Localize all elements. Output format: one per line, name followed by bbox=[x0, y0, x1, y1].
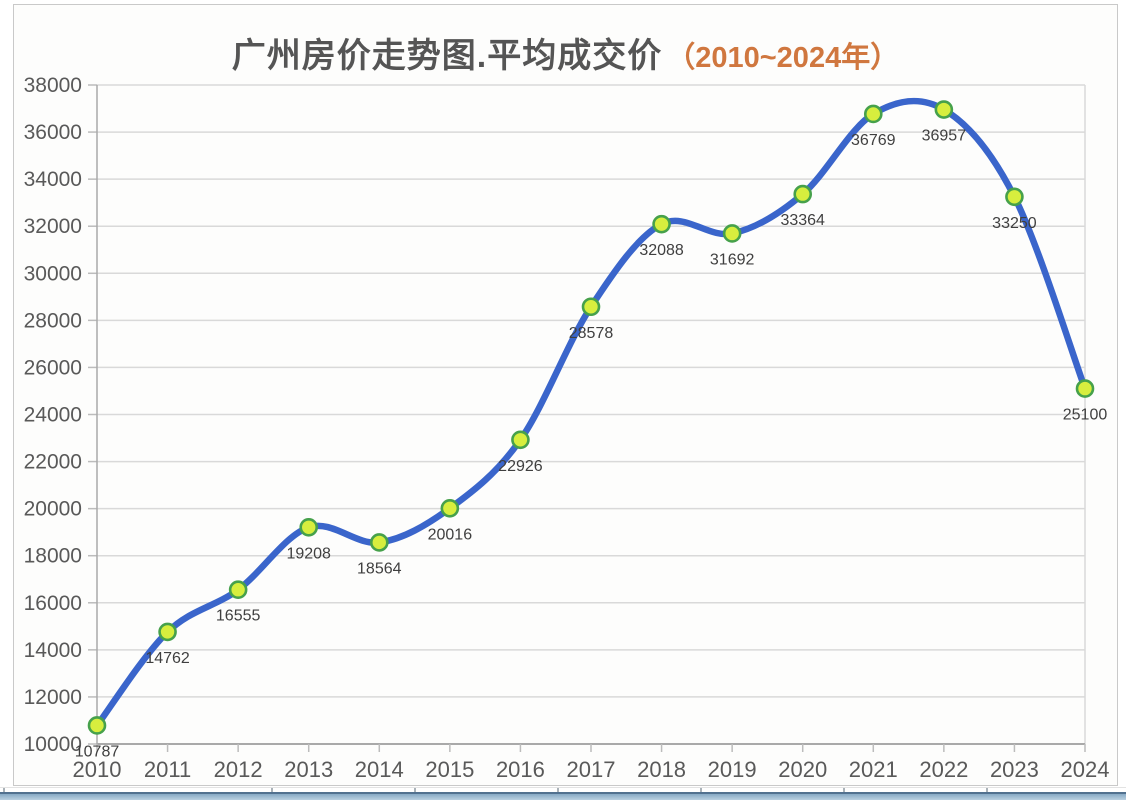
data-point bbox=[793, 184, 813, 204]
data-point bbox=[158, 622, 177, 642]
x-axis-tick-label: 2019 bbox=[708, 757, 757, 782]
chart-title-main: 广州房价走势图.平均成交价 bbox=[231, 37, 663, 75]
data-point-label: 16555 bbox=[216, 608, 261, 625]
y-axis-tick-label: 30000 bbox=[24, 262, 82, 285]
x-axis-tick-label: 2021 bbox=[849, 757, 898, 782]
data-point bbox=[299, 517, 319, 537]
x-axis-tick-label: 2012 bbox=[214, 757, 263, 782]
cut-off-bottom-bar bbox=[0, 792, 1126, 800]
data-point-label: 22926 bbox=[498, 458, 543, 475]
y-axis-tick-label: 16000 bbox=[24, 592, 82, 615]
y-axis-tick-label: 22000 bbox=[24, 451, 82, 474]
data-point-label: 33364 bbox=[780, 212, 825, 229]
data-point-label: 20016 bbox=[428, 526, 473, 543]
y-axis-tick-label: 26000 bbox=[24, 356, 82, 379]
data-point-label: 19208 bbox=[286, 545, 331, 562]
x-axis-tick-label: 2016 bbox=[496, 757, 545, 782]
data-point bbox=[581, 297, 601, 317]
data-point-label: 18564 bbox=[357, 560, 402, 577]
x-axis-tick-label: 2023 bbox=[990, 757, 1039, 782]
x-axis-tick-label: 2010 bbox=[73, 757, 122, 782]
y-axis-tick-label: 12000 bbox=[24, 686, 82, 709]
data-point bbox=[511, 430, 530, 450]
data-point-label: 14762 bbox=[145, 650, 190, 667]
data-point bbox=[1075, 379, 1095, 398]
data-point bbox=[1005, 187, 1024, 207]
x-axis-tick-label: 2020 bbox=[778, 757, 827, 782]
y-axis-tick-label: 24000 bbox=[24, 404, 82, 427]
y-axis-tick-label: 34000 bbox=[24, 168, 82, 191]
data-point-label: 25100 bbox=[1063, 407, 1108, 424]
x-axis-tick-label: 2015 bbox=[425, 757, 474, 782]
x-axis-tick-label: 2024 bbox=[1061, 757, 1110, 782]
y-axis-tick-label: 36000 bbox=[24, 121, 82, 144]
chart-title: 广州房价走势图.平均成交价 （2010~2024年） bbox=[13, 28, 1118, 77]
data-point bbox=[652, 214, 671, 234]
y-axis-tick-label: 32000 bbox=[24, 215, 82, 238]
x-axis-tick-label: 2018 bbox=[637, 757, 686, 782]
price-line-series bbox=[93, 97, 1089, 729]
data-point bbox=[440, 498, 460, 518]
y-axis-tick-label: 14000 bbox=[24, 639, 82, 662]
x-axis-tick-label: 2013 bbox=[284, 757, 333, 782]
x-axis-tick-label: 2011 bbox=[144, 757, 191, 782]
x-axis-tick-label: 2022 bbox=[919, 757, 968, 782]
y-axis-tick-label: 28000 bbox=[24, 309, 82, 332]
y-axis-tick-label: 10000 bbox=[24, 733, 82, 756]
cut-off-table-row bbox=[0, 787, 1126, 794]
chart-title-range: （2010~2024年） bbox=[666, 42, 900, 74]
x-axis-tick-label: 2014 bbox=[355, 757, 404, 782]
data-point-label: 32088 bbox=[639, 242, 684, 259]
data-point-label: 10787 bbox=[75, 743, 120, 760]
data-point bbox=[369, 533, 389, 552]
data-point-label: 36957 bbox=[922, 128, 967, 145]
y-axis-tick-label: 38000 bbox=[24, 74, 82, 97]
x-axis-tick-label: 2017 bbox=[567, 757, 616, 782]
data-point-label: 33250 bbox=[992, 215, 1037, 232]
data-point bbox=[722, 224, 742, 243]
data-point bbox=[863, 104, 883, 124]
y-axis-tick-label: 18000 bbox=[24, 545, 82, 568]
data-point bbox=[934, 100, 954, 119]
data-point bbox=[228, 580, 248, 600]
data-point-label: 36769 bbox=[851, 132, 896, 149]
chart-card bbox=[13, 4, 1118, 786]
y-axis-tick-label: 20000 bbox=[24, 498, 82, 521]
data-point-label: 31692 bbox=[710, 251, 755, 268]
data-point-label: 28578 bbox=[569, 325, 614, 342]
data-point bbox=[87, 716, 107, 735]
